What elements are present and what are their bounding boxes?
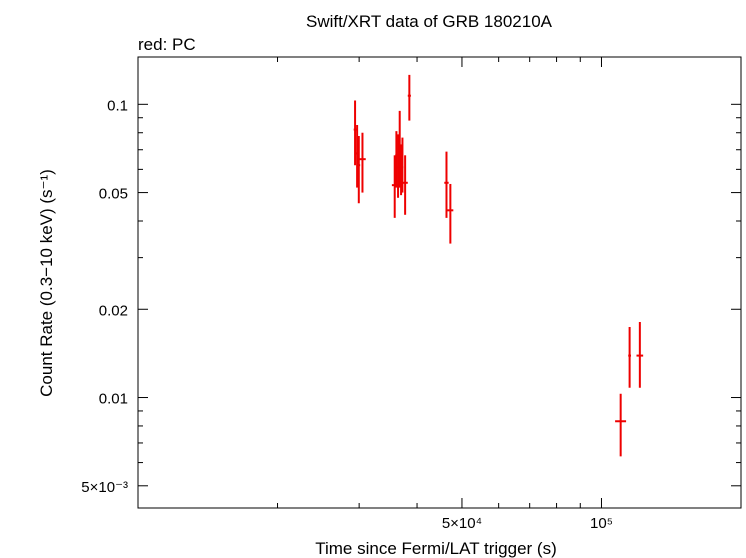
chart-title: Swift/XRT data of GRB 180210A <box>306 12 553 31</box>
y-tick-label: 0.02 <box>99 302 128 319</box>
data-point <box>402 155 408 215</box>
data-point <box>444 151 449 218</box>
data-point <box>636 321 644 388</box>
x-axis-label: Time since Fermi/LAT trigger (s) <box>315 539 557 558</box>
data-point <box>447 183 454 244</box>
x-tick-label: 5×10⁴ <box>442 515 482 532</box>
axis-ticks <box>137 57 742 508</box>
y-tick-label: 5×10⁻³ <box>81 479 128 496</box>
data-point <box>353 100 357 166</box>
data-points <box>353 74 644 457</box>
data-point <box>401 137 404 193</box>
y-tick-label: 0.1 <box>107 97 128 114</box>
axis-tick-labels: 5×10⁴ 10⁵ 5×10⁻³ 0.01 0.02 0.05 0.1 <box>81 97 613 532</box>
chart-subtitle: red: PC <box>138 35 196 54</box>
data-point <box>357 135 361 204</box>
y-axis-label: Count Rate (0.3−10 keV) (s⁻¹) <box>37 169 56 397</box>
y-tick-label: 0.05 <box>99 186 128 203</box>
data-point <box>615 393 627 457</box>
plot-frame <box>137 56 742 509</box>
data-point <box>407 74 411 121</box>
data-point <box>628 326 632 388</box>
data-point <box>359 132 366 193</box>
x-tick-label: 10⁵ <box>590 515 613 532</box>
y-tick-label: 0.01 <box>99 391 128 408</box>
